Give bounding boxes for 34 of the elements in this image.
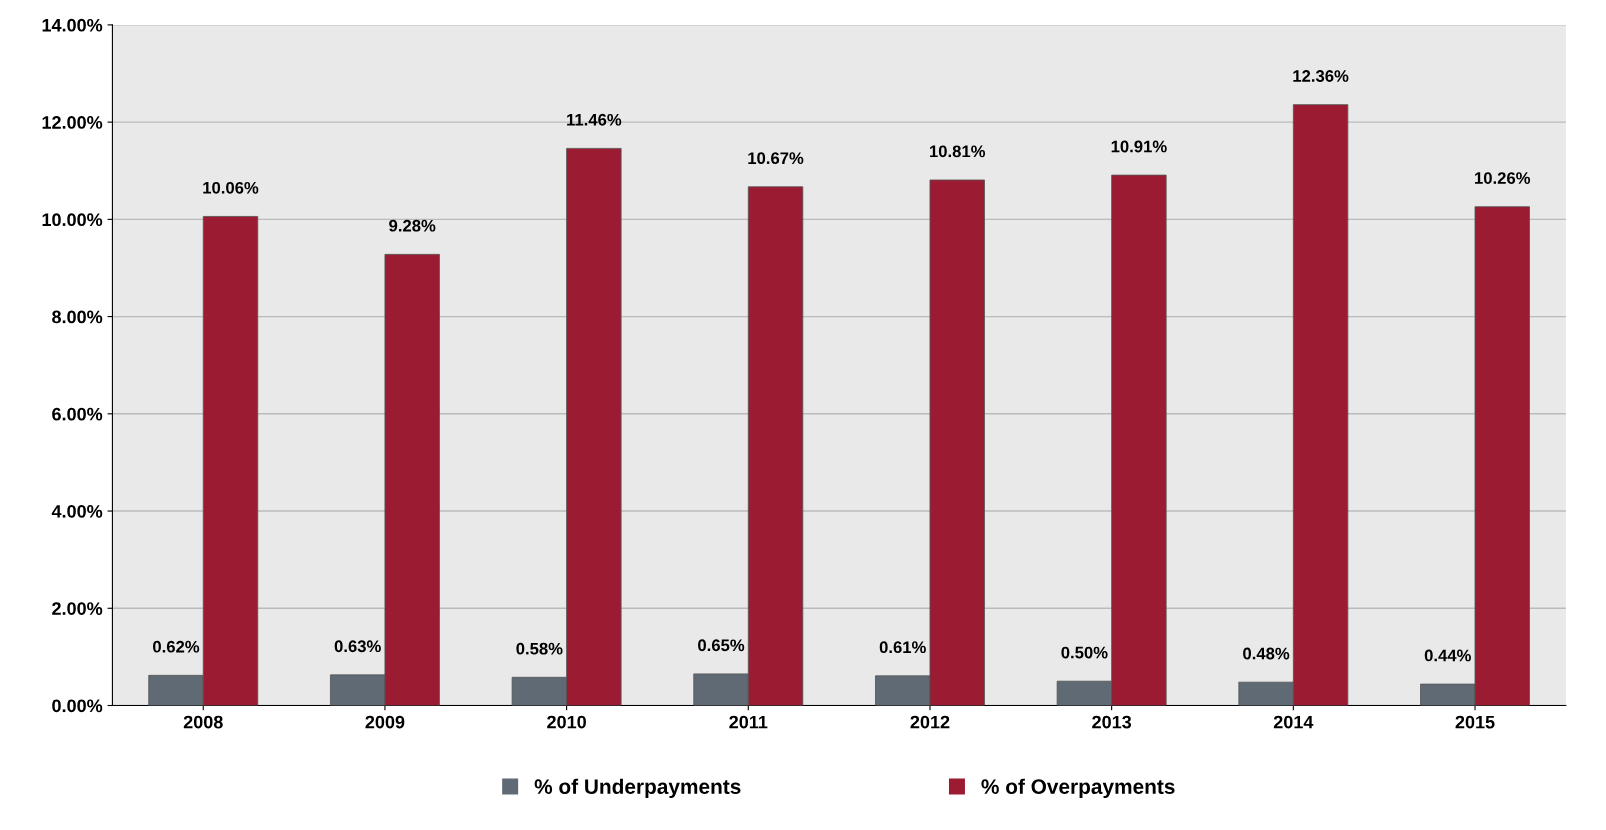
legend-label: % of Underpayments bbox=[534, 778, 741, 799]
data-label: 10.06% bbox=[203, 181, 259, 194]
data-label: 10.81% bbox=[930, 145, 986, 158]
x-tick-label: 2008 bbox=[183, 715, 223, 729]
y-tick-label: 4.00% bbox=[51, 504, 103, 518]
data-label: 0.58% bbox=[516, 642, 563, 655]
x-tick-label: 2011 bbox=[729, 715, 768, 729]
data-label: 0.48% bbox=[1243, 647, 1290, 660]
data-label: 0.65% bbox=[698, 639, 745, 652]
x-tick-label: 2014 bbox=[1273, 715, 1314, 729]
y-tick-label: 2.00% bbox=[52, 602, 103, 615]
data-label: 0.50% bbox=[1061, 646, 1108, 659]
data-label: 10.67% bbox=[748, 152, 804, 165]
data-label: 0.62% bbox=[153, 640, 200, 653]
data-label: 10.26% bbox=[1475, 172, 1531, 184]
data-label: 10.91% bbox=[1111, 140, 1167, 153]
x-tick-label: 2009 bbox=[365, 715, 405, 729]
data-label: 9.28% bbox=[389, 219, 436, 232]
data-label: 11.46% bbox=[567, 113, 622, 126]
y-tick-label: 6.00% bbox=[52, 407, 103, 421]
data-label: 0.44% bbox=[1424, 649, 1471, 662]
legend-label: % of Overpayments bbox=[981, 778, 1175, 799]
y-tick-label: 0.00% bbox=[52, 699, 103, 713]
y-tick-label: 10.00% bbox=[42, 213, 103, 227]
x-tick-label: 2013 bbox=[1092, 715, 1132, 729]
x-tick-label: 2012 bbox=[910, 715, 950, 729]
y-tick-label: 8.00% bbox=[52, 310, 103, 324]
data-label: 12.36% bbox=[1293, 70, 1349, 82]
x-tick-label: 2015 bbox=[1455, 715, 1495, 729]
y-tick-label: 14.00% bbox=[42, 18, 103, 32]
x-tick-label: 2010 bbox=[547, 715, 586, 729]
data-label: 0.63% bbox=[334, 640, 381, 653]
y-tick-label: 12.00% bbox=[42, 116, 103, 129]
data-label: 0.61% bbox=[879, 641, 926, 654]
